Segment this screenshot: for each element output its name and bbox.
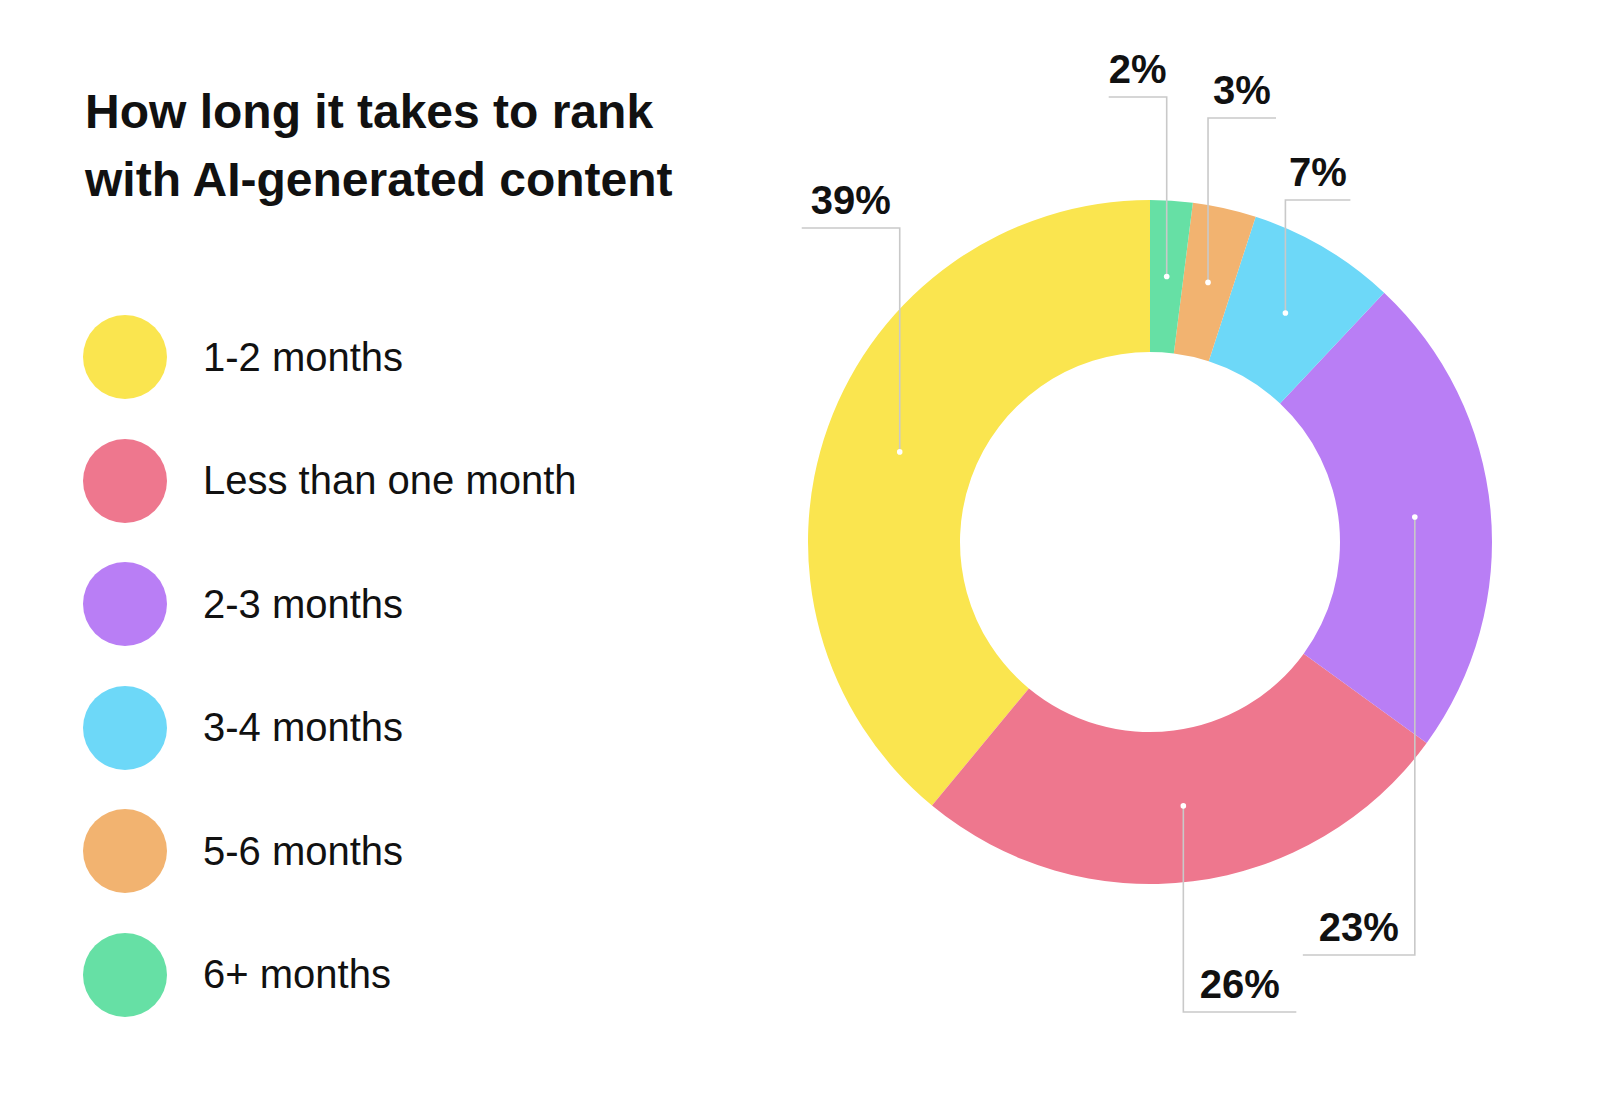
svg-text:2%: 2% <box>1109 47 1167 91</box>
html-text:Less than one month: Less than one month <box>203 458 577 503</box>
html-text:6+ months: 6+ months <box>203 952 391 997</box>
html-text:2-3 months: 2-3 months <box>203 581 404 626</box>
html-text:1-2 months: 1-2 months <box>203 334 404 379</box>
svg-text:39%: 39% <box>811 178 891 222</box>
html-text:3-4 months: 3-4 months <box>203 705 404 750</box>
svg-text:26%: 26% <box>1200 962 1280 1006</box>
html-text:5-6 months: 5-6 months <box>203 828 404 873</box>
html-text:How long it takes to rank with: How long it takes to rank with AI-genera… <box>85 85 673 206</box>
svg-text:7%: 7% <box>1289 150 1347 194</box>
svg-text:23%: 23% <box>1319 905 1399 949</box>
svg-text:3%: 3% <box>1213 68 1271 112</box>
